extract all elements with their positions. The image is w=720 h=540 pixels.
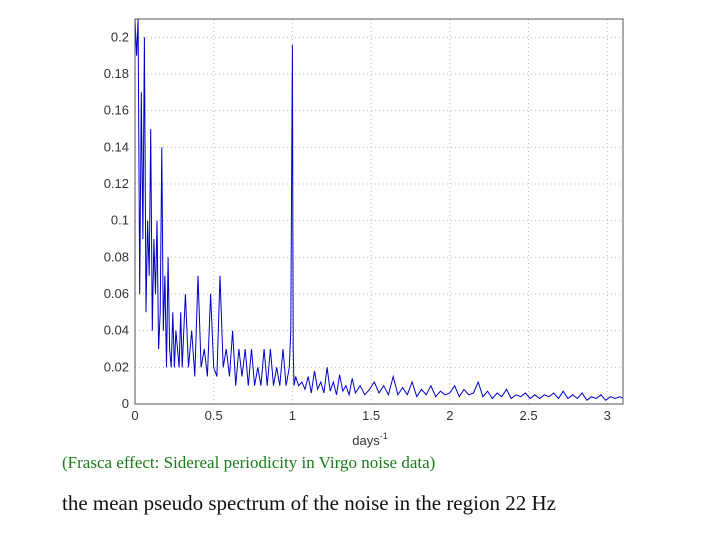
y-tick-label: 0.16: [104, 103, 129, 118]
y-tick-label: 0.18: [104, 66, 129, 81]
x-axis-label-text: days: [352, 433, 380, 448]
y-tick-labels: 0 0.02 0.04 0.06 0.08 0.1 0.12 0.14 0.16 0.18 0.2: [104, 29, 129, 411]
x-axis-label: days-1: [352, 431, 387, 448]
y-tick-label: 0.14: [104, 139, 129, 154]
x-axis-label-exponent: -1: [380, 431, 388, 441]
series-group: [134, 18, 624, 402]
subtitle: the mean pseudo spectrum of the noise in…: [62, 491, 556, 515]
x-tick-label: 0.5: [205, 408, 223, 423]
spectrum-series-line: [134, 18, 624, 402]
y-tick-label: 0.06: [104, 286, 129, 301]
y-tick-label: 0.02: [104, 359, 129, 374]
caption: (Frasca effect: Sidereal periodicity in …: [62, 453, 436, 472]
y-tick-label: 0.08: [104, 249, 129, 264]
x-tick-label: 2: [446, 408, 453, 423]
y-tick-label: 0: [122, 396, 129, 411]
x-tick-label: 1.5: [362, 408, 380, 423]
x-tick-labels: 0 0.5 1 1.5 2 2.5 3: [131, 408, 610, 423]
plot-frame: [134, 18, 624, 405]
x-tick-label: 1: [289, 408, 296, 423]
x-tick-label: 2.5: [520, 408, 538, 423]
x-tick-label: 3: [604, 408, 611, 423]
y-tick-label: 0.1: [111, 213, 129, 228]
y-tick-label: 0.04: [104, 323, 129, 338]
y-tick-label: 0.2: [111, 29, 129, 44]
spectrum-chart: 0 0.5 1 1.5 2 2.5 3 0 0.02 0.04 0.06 0.08 0.1 0.12 0.…: [104, 18, 624, 448]
x-tick-label: 0: [131, 408, 138, 423]
y-tick-label: 0.12: [104, 176, 129, 191]
plot-area: [135, 19, 623, 404]
